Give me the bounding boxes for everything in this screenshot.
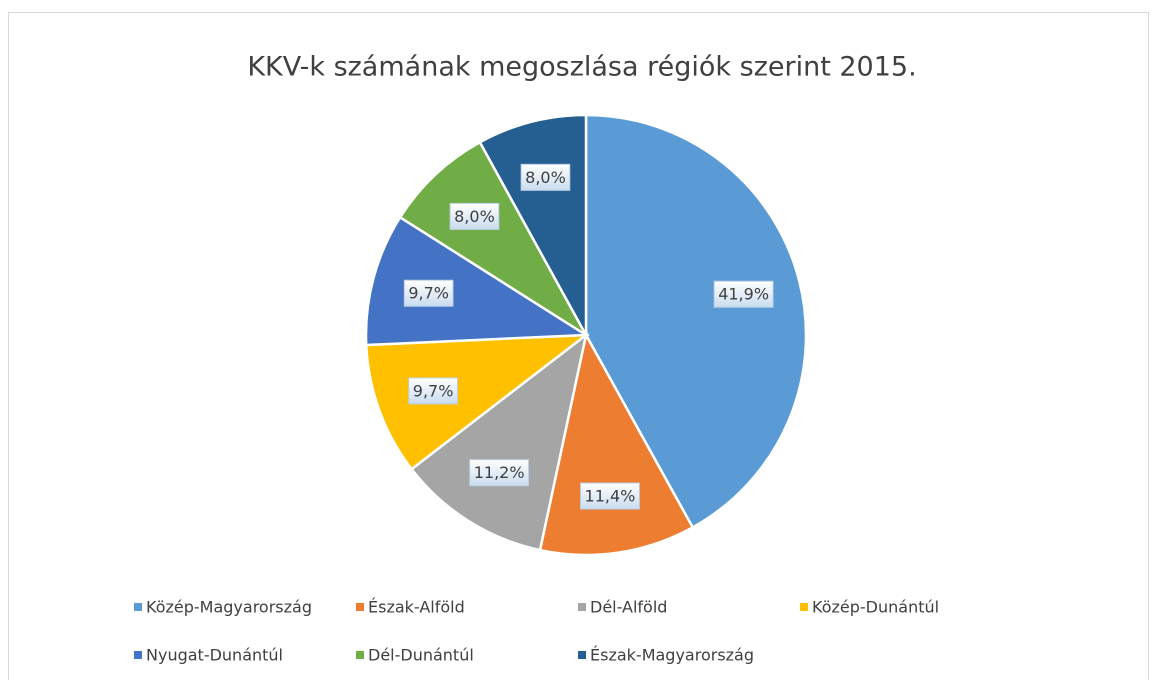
data-label-box [713,280,774,308]
data-label-text: 8,0% [525,168,566,187]
legend-label: Észak-Alföld [368,598,465,617]
data-label: 11,4% [580,482,640,510]
legend-swatch [134,603,142,611]
legend-swatch [356,603,364,611]
chart-title: KKV-k számának megoszlása régiók szerint… [247,52,916,83]
pie-slice [584,113,808,530]
pie-slice [364,215,591,347]
data-label: 8,0% [449,202,500,230]
legend-label: Dél-Dunántúl [368,646,474,665]
data-label: 9,7% [408,377,458,405]
pie-slice [398,140,588,337]
legend-swatch [578,651,586,659]
data-label-box [580,482,640,510]
legend-swatch [800,603,808,611]
legend: Közép-Magyarország Észak-Alföld Dél-Alföld… [134,598,939,665]
legend-swatch [356,651,364,659]
data-label-box [449,202,500,230]
data-label: 8,0% [520,163,571,191]
data-label-box [469,459,530,487]
data-label-text: 41,9% [718,285,769,304]
pie-slice [409,331,588,552]
data-label-box [520,163,571,191]
pie-slice [364,333,590,471]
legend-swatch [578,603,586,611]
legend-label: Dél-Alföld [590,598,667,617]
data-label: 41,9% [713,280,774,308]
data-label: 9,7% [403,279,454,307]
data-label-text: 8,0% [454,207,495,226]
data-label-text: 11,4% [585,487,636,506]
legend-label: Közép-Dunántúl [812,598,939,617]
data-label-text: 9,7% [413,381,454,400]
pie: 41,9% 11,4% 11,2% 9,7% 9,7% 8,0% 8,0% [364,113,808,557]
legend-swatch [134,651,142,659]
data-label: 11,2% [469,459,530,487]
data-label-text: 11,2% [474,463,525,482]
legend-label: Nyugat-Dunántúl [146,646,283,665]
legend-label: Közép-Magyarország [146,598,312,617]
data-label-text: 9,7% [408,284,449,303]
data-label-box [408,377,458,405]
legend-label: Észak-Magyarország [590,646,754,665]
pie-slice [538,331,695,557]
data-label-box [403,279,454,307]
